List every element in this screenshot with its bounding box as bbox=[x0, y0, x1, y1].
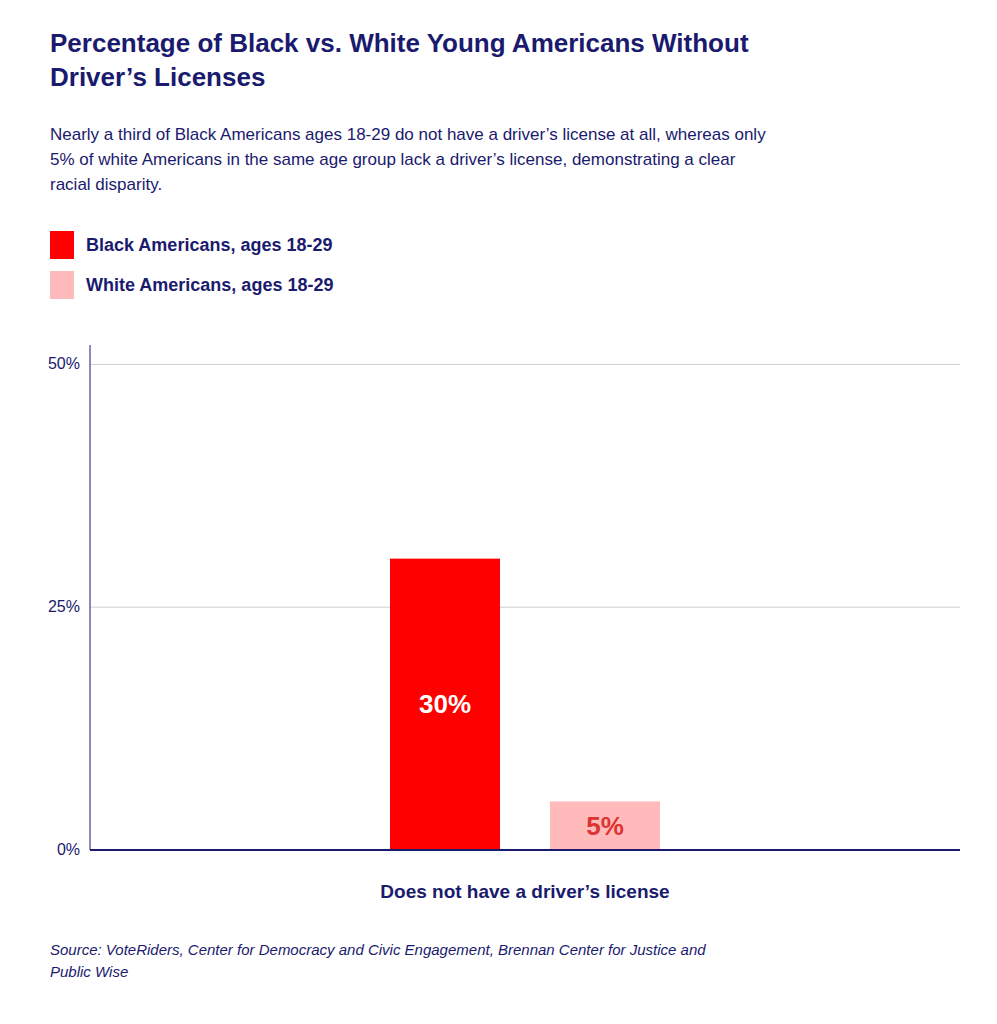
x-axis-line bbox=[90, 849, 960, 851]
legend: Black Americans, ages 18-29 White America… bbox=[50, 231, 333, 299]
source: Source: VoteRiders, Center for Democracy… bbox=[50, 941, 706, 980]
data-label: 30% bbox=[419, 689, 471, 719]
y-tick-label: 25% bbox=[48, 598, 80, 615]
grid-line bbox=[90, 607, 960, 608]
y-axis-line bbox=[90, 345, 91, 850]
data-label: 5% bbox=[586, 811, 624, 841]
legend-label: Black Americans, ages 18-29 bbox=[86, 235, 332, 255]
background bbox=[0, 0, 997, 1024]
data-labels: 30% 5% bbox=[419, 689, 624, 840]
legend-swatch bbox=[50, 271, 74, 299]
grid-line bbox=[90, 850, 960, 851]
bars bbox=[390, 559, 660, 850]
grid-line bbox=[90, 364, 960, 365]
x-axis-label: Does not have a driver’s license bbox=[380, 881, 669, 902]
y-tick-label: 0% bbox=[57, 841, 80, 858]
y-axis: 0% 25% 50% bbox=[48, 345, 960, 858]
bar bbox=[390, 559, 500, 850]
legend-swatch bbox=[50, 231, 74, 259]
y-tick-label: 50% bbox=[48, 355, 80, 372]
bar bbox=[550, 801, 660, 850]
title: Percentage of Black vs. White Young Amer… bbox=[50, 28, 749, 92]
subtitle: Nearly a third of Black Americans ages 1… bbox=[50, 125, 766, 194]
legend-label: White Americans, ages 18-29 bbox=[86, 275, 333, 295]
chart: Percentage of Black vs. White Young Amer… bbox=[0, 0, 997, 1024]
